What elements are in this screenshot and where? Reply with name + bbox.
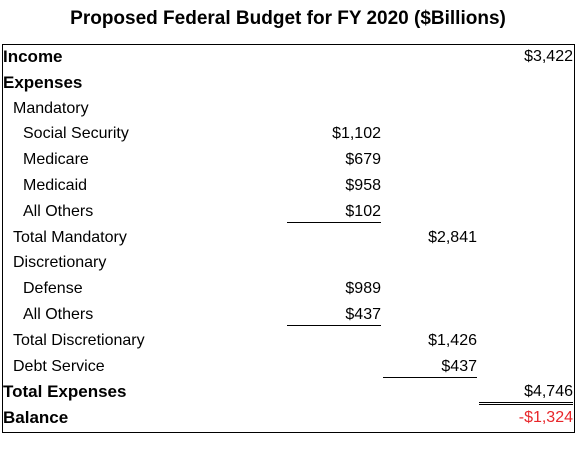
row: Total Discretionary $1,426 [3,329,574,355]
row: Medicare $679 [3,148,574,174]
label: Income [3,47,63,66]
amount: -$1,324 [518,409,573,427]
amount: $989 [345,280,381,298]
label: Medicare [23,151,89,169]
row: Expenses [3,71,574,97]
title: Proposed Federal Budget for FY 2020 ($Bi… [70,8,506,29]
row: All Others $102 [3,200,574,226]
amount: $4,746 [479,380,573,406]
row: Balance -$1,324 [3,406,574,432]
amount: $437 [287,303,381,326]
row: Total Expenses $4,746 [3,380,574,406]
budget-table: Income $3,422 Expenses Mandatory Social S… [2,44,575,433]
label: Debt Service [13,357,105,375]
amount: $1,426 [428,331,477,349]
label: Total Mandatory [13,228,127,246]
amount: $437 [383,355,477,378]
row: Income $3,422 [3,45,574,71]
label: Defense [23,280,83,298]
row: Mandatory [3,97,574,123]
row: Debt Service $437 [3,355,574,381]
amount: $102 [287,200,381,223]
row: Total Mandatory $2,841 [3,226,574,252]
label: All Others [23,202,94,220]
label: Total Expenses [3,382,127,402]
amount: $679 [345,151,381,169]
row: Social Security $1,102 [3,122,574,148]
row: Defense $989 [3,277,574,303]
amount: $3,422 [524,48,573,65]
label: Mandatory [13,99,89,117]
label: Expenses [3,72,83,92]
label: Medicaid [23,177,88,194]
label: All Others [23,306,94,323]
label: Total Discretionary [13,331,145,349]
row: All Others $437 [3,303,574,329]
row: Medicaid $958 [3,174,574,200]
label: Balance [3,408,69,428]
amount: $958 [345,177,381,194]
label: Social Security [23,125,129,143]
row: Discretionary [3,251,574,277]
amount: $2,841 [428,228,477,246]
amount: $1,102 [332,125,381,143]
label: Discretionary [13,254,107,272]
